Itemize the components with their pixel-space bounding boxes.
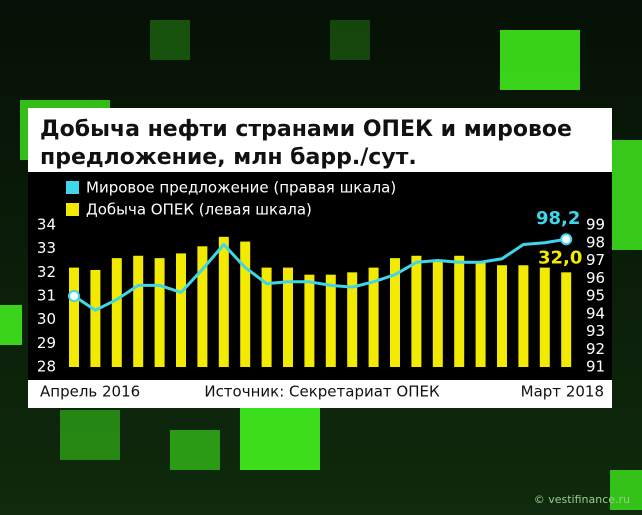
- bar: [133, 255, 144, 367]
- bar: [261, 267, 272, 367]
- bar: [475, 262, 486, 367]
- chart-title: Добыча нефти странами ОПЕК и мировое пред…: [40, 117, 572, 170]
- value-label: 32,0: [538, 247, 582, 268]
- watermark: © vestifinance.ru: [534, 493, 630, 506]
- y2-tick-label: 95: [586, 287, 605, 305]
- y2-tick-label: 93: [586, 322, 605, 340]
- bar: [518, 265, 529, 367]
- bar: [90, 269, 101, 367]
- y2-tick-label: 97: [586, 251, 605, 269]
- legend-swatch: [66, 181, 79, 194]
- y2-tick-label: 94: [586, 304, 605, 322]
- bar: [325, 274, 336, 367]
- legend-label: Мировое предложение (правая шкала): [86, 179, 396, 197]
- bar: [497, 265, 507, 367]
- bar: [390, 258, 400, 367]
- bar: [176, 253, 186, 367]
- y-tick-label: 31: [37, 287, 56, 305]
- plot-area: [28, 172, 612, 380]
- bar: [454, 255, 465, 367]
- bar: [240, 241, 251, 367]
- y-tick-label: 34: [37, 216, 56, 234]
- bar: [539, 267, 550, 367]
- legend-swatch: [66, 203, 79, 216]
- y-tick-label: 30: [37, 310, 56, 328]
- bar: [347, 272, 358, 367]
- y2-tick-label: 96: [586, 269, 605, 287]
- y2-tick-label: 91: [586, 358, 605, 376]
- y-tick-label: 29: [37, 334, 56, 352]
- source: Источник: Секретариат ОПЕК: [204, 383, 440, 401]
- y-tick-label: 33: [37, 239, 56, 257]
- bar: [218, 236, 229, 367]
- bar: [411, 255, 422, 367]
- line: [73, 237, 567, 312]
- end-point: [560, 233, 573, 246]
- bar: [368, 267, 379, 367]
- bar: [432, 260, 443, 367]
- x-tick-label: Март 2018: [521, 383, 604, 401]
- bar: [197, 246, 208, 367]
- x-tick-label: Апрель 2016: [40, 383, 140, 401]
- bar: [561, 272, 572, 367]
- end-point: [68, 290, 80, 302]
- y2-tick-label: 99: [586, 216, 605, 234]
- bar: [69, 267, 79, 367]
- legend-label: Добыча ОПЕК (левая шкала): [86, 201, 312, 219]
- bar: [283, 267, 293, 367]
- y2-tick-label: 98: [586, 233, 605, 251]
- y-tick-label: 28: [37, 358, 56, 376]
- value-label: 98,2: [536, 208, 580, 229]
- y-tick-label: 32: [37, 263, 56, 281]
- bar: [304, 274, 315, 367]
- bar: [111, 258, 122, 367]
- y2-tick-label: 92: [586, 340, 605, 358]
- bar: [154, 258, 165, 367]
